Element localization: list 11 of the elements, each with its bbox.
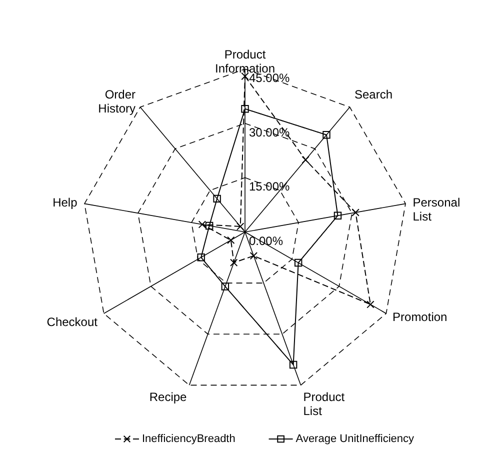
- legend-label: InefficiencyBreadth: [142, 433, 236, 445]
- y-tick-label: 30.00%: [249, 125, 290, 140]
- spoke-label: Product List: [303, 390, 346, 418]
- spoke-label: Recipe: [149, 390, 188, 404]
- spoke-label: Checkout: [46, 315, 98, 330]
- spoke-label: Order History: [98, 88, 136, 116]
- spoke-label: Personal List: [412, 195, 460, 224]
- spoke-label: Search: [354, 88, 393, 102]
- spoke-label: Promotion: [392, 310, 448, 324]
- legend-label: Average UnitInefficiency: [296, 433, 415, 445]
- spoke-label: Help: [52, 195, 78, 210]
